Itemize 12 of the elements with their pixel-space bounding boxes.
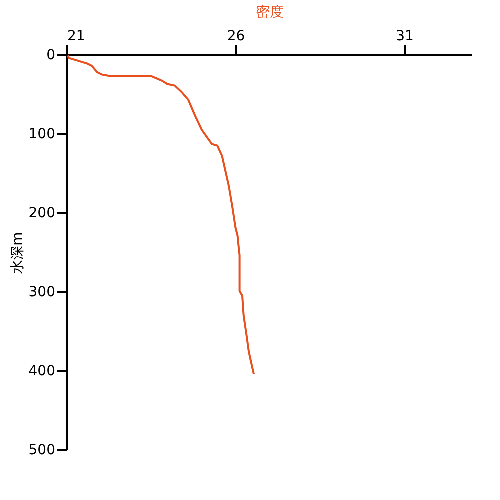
y-tick-label: 200 bbox=[28, 206, 56, 222]
y-tick-label: 100 bbox=[28, 126, 56, 142]
x-tick-label: 21 bbox=[68, 28, 86, 44]
y-tick-label: 400 bbox=[28, 364, 56, 380]
y-tick-label: 0 bbox=[46, 48, 56, 64]
y-tick-label: 300 bbox=[28, 284, 56, 300]
x-tick-label: 31 bbox=[396, 28, 414, 44]
y-axis-title: 水深m bbox=[10, 232, 26, 274]
x-tick-label: 26 bbox=[227, 28, 246, 44]
line-series bbox=[67, 54, 255, 376]
x-axis-title: 密度 bbox=[256, 4, 284, 20]
y-tick-label: 500 bbox=[28, 442, 56, 458]
